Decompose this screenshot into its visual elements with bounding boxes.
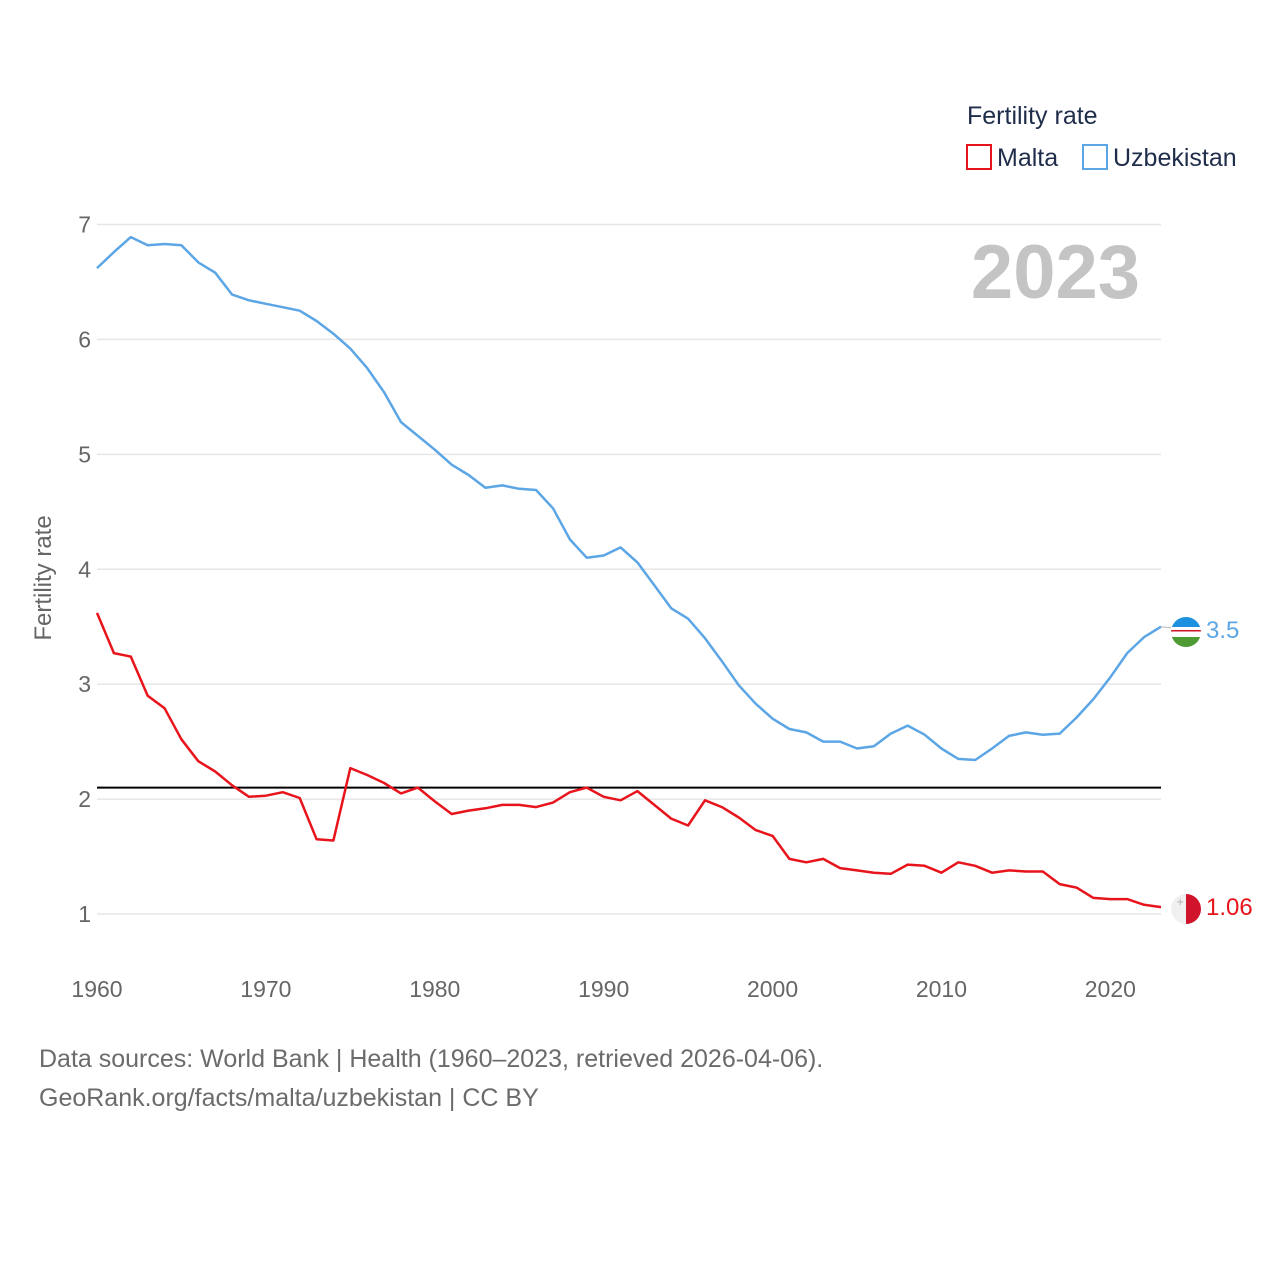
legend-title: Fertility rate: [967, 102, 1098, 130]
x-tick-label-2020: 2020: [1085, 976, 1136, 1002]
x-axis-ticks: 1960 1970 1980 1990 2000 2010 2020: [71, 976, 1136, 1002]
legend: Fertility rate Malta Uzbekistan: [966, 102, 1237, 172]
y-tick-label-1: 1: [78, 901, 91, 927]
legend-label-malta[interactable]: Malta: [997, 144, 1058, 172]
chart-svg: 1960 1970 1980 1990 2000 2010 2020 1 2 3 4 5 6 7 Fer…: [30, 102, 1253, 1002]
legend-swatch-malta[interactable]: [966, 144, 992, 170]
x-tick-label-1980: 1980: [409, 976, 460, 1002]
y-axis-ticks: 1 2 3 4 5 6 7: [78, 211, 91, 927]
x-tick-label-1990: 1990: [578, 976, 629, 1002]
x-tick-label-2000: 2000: [747, 976, 798, 1002]
y-tick-label-7: 7: [78, 211, 91, 237]
x-tick-label-1970: 1970: [240, 976, 291, 1002]
year-label: 2023: [971, 230, 1140, 315]
end-connector-uzbekistan: [1160, 626, 1172, 629]
y-axis-title: Fertility rate: [30, 515, 57, 640]
y-tick-label-5: 5: [78, 441, 91, 467]
grid-layer: [97, 223, 1161, 915]
uzbekistan-flag-icon: [1171, 617, 1201, 647]
footer-attribution[interactable]: GeoRank.org/facts/malta/uzbekistan | CC …: [39, 1084, 539, 1112]
x-tick-label-1960: 1960: [71, 976, 122, 1002]
end-label-uzbekistan: 3.5: [1206, 617, 1239, 644]
series-line-uzbekistan[interactable]: [96, 235, 1162, 762]
footer-sources: Data sources: World Bank | Health (1960–…: [39, 1045, 824, 1073]
malta-flag-icon: +: [1171, 894, 1201, 924]
end-label-malta: 1.06: [1206, 894, 1253, 921]
x-tick-label-2010: 2010: [916, 976, 967, 1002]
series-layer: [95, 235, 1172, 909]
series-line-malta[interactable]: [95, 612, 1162, 909]
y-tick-label-4: 4: [78, 556, 91, 582]
y-tick-label-2: 2: [78, 786, 91, 812]
legend-swatch-uzbekistan[interactable]: [1082, 144, 1108, 170]
y-tick-label-6: 6: [78, 326, 91, 352]
legend-label-uzbekistan[interactable]: Uzbekistan: [1113, 144, 1237, 172]
y-tick-label-3: 3: [78, 671, 91, 697]
svg-text:+: +: [1176, 897, 1184, 908]
